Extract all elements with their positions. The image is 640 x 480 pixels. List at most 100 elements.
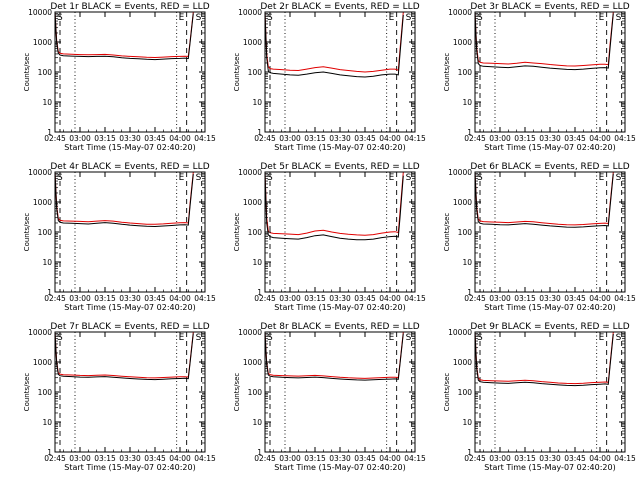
- x-tick-label: 03:00: [489, 134, 511, 143]
- plot-frame: [264, 11, 416, 133]
- x-tick-label: 03:15: [304, 134, 326, 143]
- y-tick-label: 1000: [243, 198, 262, 207]
- start-marker-label: S: [477, 173, 483, 183]
- end-marker-label: E: [599, 173, 605, 183]
- x-tick-label: 03:00: [279, 134, 301, 143]
- series-events-line: [55, 12, 194, 61]
- plot-frame: [54, 331, 206, 453]
- x-tick-label: 03:45: [144, 454, 166, 463]
- x-tick-label: 03:15: [514, 134, 536, 143]
- start-marker-label: S: [196, 173, 202, 183]
- x-tick-label: 02:45: [464, 454, 486, 463]
- y-tick-label: 10: [462, 258, 472, 267]
- start-marker-label: S: [616, 13, 622, 23]
- start-marker-label: S: [406, 13, 412, 23]
- x-tick-label: 03:15: [94, 294, 116, 303]
- x-axis-label: Start Time (15-May-07 02:40:20): [64, 303, 195, 312]
- y-tick-label: 1: [47, 128, 52, 137]
- series-lld-line: [55, 12, 194, 59]
- series-events-line: [475, 173, 614, 228]
- x-tick-label: 02:45: [254, 294, 276, 303]
- x-tick-label: 03:30: [329, 294, 351, 303]
- y-tick-label: 1000: [33, 38, 52, 47]
- start-marker-label: S: [57, 333, 63, 343]
- x-tick-label: 04:15: [614, 454, 636, 463]
- x-tick-label: 03:30: [119, 134, 141, 143]
- y-tick-label: 100: [458, 228, 473, 237]
- panel-title: Det 6r BLACK = Events, RED = LLD: [470, 162, 629, 172]
- x-tick-label: 03:15: [94, 454, 116, 463]
- x-tick-label: 03:15: [304, 294, 326, 303]
- x-tick-label: 02:45: [44, 454, 66, 463]
- y-tick-label: 1: [47, 448, 52, 457]
- y-tick-label: 10: [462, 418, 472, 427]
- series-lld-line: [55, 332, 194, 379]
- x-tick-label: 04:15: [404, 454, 426, 463]
- y-tick-label: 10: [42, 418, 52, 427]
- x-tick-label: 03:30: [539, 294, 561, 303]
- x-tick-label: 04:15: [404, 294, 426, 303]
- x-tick-label: 04:00: [589, 294, 611, 303]
- x-tick-label: 03:45: [354, 454, 376, 463]
- x-axis-label: Start Time (15-May-07 02:40:20): [274, 463, 405, 472]
- x-tick-label: 04:00: [379, 134, 401, 143]
- panel-title: Det 5r BLACK = Events, RED = LLD: [260, 162, 419, 172]
- x-tick-label: 04:00: [589, 454, 611, 463]
- x-tick-label: 03:45: [564, 134, 586, 143]
- series-events-line: [265, 13, 404, 78]
- y-tick-label: 10000: [448, 8, 472, 17]
- end-marker-label: E: [389, 173, 395, 183]
- end-marker-label: E: [179, 173, 185, 183]
- y-tick-label: 10000: [238, 8, 262, 17]
- y-tick-label: 10000: [28, 8, 52, 17]
- x-tick-label: 03:45: [564, 294, 586, 303]
- y-tick-label: 100: [38, 228, 53, 237]
- x-tick-label: 03:15: [514, 294, 536, 303]
- y-tick-label: 1: [257, 448, 262, 457]
- y-tick-label: 100: [248, 388, 263, 397]
- panel-title: Det 7r BLACK = Events, RED = LLD: [50, 322, 209, 332]
- x-tick-label: 04:15: [404, 134, 426, 143]
- x-tick-label: 03:45: [144, 294, 166, 303]
- panel-title: Det 8r BLACK = Events, RED = LLD: [260, 322, 419, 332]
- series-lld-line: [55, 172, 194, 225]
- y-tick-label: 1000: [33, 358, 52, 367]
- y-tick-label: 100: [38, 68, 53, 77]
- y-tick-label: 100: [248, 228, 263, 237]
- x-axis-label: Start Time (15-May-07 02:40:20): [274, 303, 405, 312]
- series-lld-line: [475, 172, 614, 226]
- y-tick-label: 10000: [448, 168, 472, 177]
- x-tick-label: 02:45: [44, 294, 66, 303]
- x-tick-label: 04:00: [169, 134, 191, 143]
- x-tick-label: 04:00: [379, 294, 401, 303]
- x-tick-label: 03:45: [144, 134, 166, 143]
- x-tick-label: 03:30: [119, 294, 141, 303]
- y-tick-label: 10: [462, 98, 472, 107]
- end-marker-label: E: [389, 13, 395, 23]
- y-axis-label: Counts/sec: [443, 53, 451, 92]
- series-events-line: [55, 173, 194, 228]
- y-tick-label: 10: [252, 418, 262, 427]
- panel-title: Det 4r BLACK = Events, RED = LLD: [50, 162, 209, 172]
- x-axis-label: Start Time (15-May-07 02:40:20): [64, 143, 195, 152]
- x-tick-label: 04:00: [169, 294, 191, 303]
- x-tick-label: 04:15: [614, 134, 636, 143]
- y-axis-label: Counts/sec: [233, 53, 241, 92]
- y-axis-label: Counts/sec: [443, 373, 451, 412]
- y-tick-label: 1: [257, 128, 262, 137]
- x-tick-label: 03:30: [329, 454, 351, 463]
- x-tick-label: 03:15: [94, 134, 116, 143]
- x-axis-label: Start Time (15-May-07 02:40:20): [484, 463, 615, 472]
- start-marker-label: S: [477, 13, 483, 23]
- y-tick-label: 10: [42, 98, 52, 107]
- y-tick-label: 10000: [28, 168, 52, 177]
- series-events-line: [265, 333, 404, 381]
- x-tick-label: 04:00: [379, 454, 401, 463]
- y-tick-label: 1: [47, 288, 52, 297]
- x-tick-label: 03:00: [489, 454, 511, 463]
